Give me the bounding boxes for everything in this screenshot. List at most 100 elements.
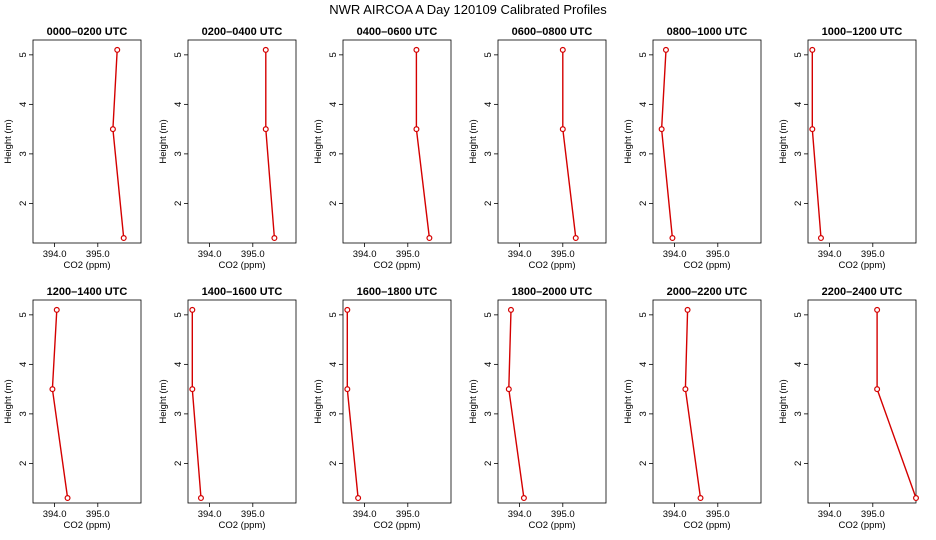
x-tick-label: 395.0 [396, 249, 420, 260]
plot-frame [342, 39, 452, 244]
y-tick-label: 5 [638, 52, 649, 57]
y-tick-label: 3 [638, 151, 649, 156]
x-tick-label: 395.0 [551, 249, 575, 260]
panel-title: 1600–1800 UTC [357, 286, 438, 298]
y-tick-label: 3 [483, 151, 494, 156]
x-axis-label: CO2 (ppm) [219, 260, 266, 271]
panel-title: 1400–1600 UTC [202, 286, 283, 298]
co2-profile-line [415, 49, 431, 239]
y-tick-label: 4 [18, 102, 29, 107]
data-point [197, 495, 204, 502]
data-point [505, 386, 512, 393]
x-axis-label: CO2 (ppm) [684, 520, 731, 531]
data-point [817, 235, 824, 242]
data-point [559, 126, 566, 133]
plot-frame [497, 299, 607, 504]
data-point [120, 235, 127, 242]
y-tick-label: 2 [638, 201, 649, 206]
y-tick-label: 5 [173, 312, 184, 317]
y-tick-label: 3 [638, 411, 649, 416]
y-tick-label: 2 [328, 201, 339, 206]
y-tick-label: 2 [483, 461, 494, 466]
x-axis-label: CO2 (ppm) [374, 260, 421, 271]
y-tick-label: 2 [328, 461, 339, 466]
y-tick-label: 2 [18, 201, 29, 206]
co2-profile-line [265, 49, 276, 239]
y-tick-label: 2 [483, 201, 494, 206]
plot-frame [652, 299, 762, 504]
x-axis-label: CO2 (ppm) [374, 520, 421, 531]
y-tick-label: 5 [173, 52, 184, 57]
y-axis-label: Height (m) [3, 119, 14, 163]
y-tick-label: 4 [793, 362, 804, 367]
plot-frame [807, 299, 917, 504]
y-tick-label: 5 [793, 52, 804, 57]
y-axis-label: Height (m) [778, 119, 789, 163]
x-tick-label: 395.0 [706, 249, 730, 260]
x-tick-label: 394.0 [43, 249, 67, 260]
y-tick-label: 2 [18, 461, 29, 466]
data-point [809, 126, 816, 133]
co2-profile-line [660, 49, 674, 239]
panel-title: 1000–1200 UTC [822, 26, 903, 38]
x-axis-label: CO2 (ppm) [219, 520, 266, 531]
y-tick-label: 4 [638, 362, 649, 367]
data-point [662, 46, 669, 53]
co2-profile-line [112, 49, 125, 239]
y-axis-label: Height (m) [778, 379, 789, 423]
x-tick-label: 395.0 [861, 249, 885, 260]
x-tick-label: 395.0 [86, 509, 110, 520]
data-point [809, 46, 816, 53]
panel-title: 1200–1400 UTC [47, 286, 128, 298]
data-point [109, 126, 116, 133]
co2-profile-line [562, 49, 577, 239]
data-point [669, 235, 676, 242]
co2-profile-line [876, 309, 917, 499]
figure-title: NWR AIRCOA A Day 120109 Calibrated Profi… [329, 2, 607, 17]
y-tick-label: 3 [173, 151, 184, 156]
y-axis-label: Height (m) [468, 379, 479, 423]
co2-profile-line [191, 309, 202, 499]
panel-title: 2200–2400 UTC [822, 286, 903, 298]
panel-title: 0400–0600 UTC [357, 26, 438, 38]
y-tick-label: 5 [638, 312, 649, 317]
y-axis-label: Height (m) [623, 379, 634, 423]
y-tick-label: 3 [328, 151, 339, 156]
data-point [355, 495, 362, 502]
y-tick-label: 5 [483, 312, 494, 317]
data-point [271, 235, 278, 242]
y-tick-label: 5 [483, 52, 494, 57]
y-tick-label: 5 [793, 312, 804, 317]
x-tick-label: 395.0 [86, 249, 110, 260]
data-point [413, 126, 420, 133]
x-axis-label: CO2 (ppm) [529, 520, 576, 531]
panel-title: 0200–0400 UTC [202, 26, 283, 38]
x-tick-label: 395.0 [706, 509, 730, 520]
x-tick-label: 394.0 [818, 509, 842, 520]
plot-frame [807, 39, 917, 244]
data-point [344, 386, 351, 393]
y-tick-label: 4 [793, 102, 804, 107]
y-tick-label: 5 [18, 312, 29, 317]
data-point [912, 495, 919, 502]
plot-frame [32, 299, 142, 504]
y-axis-label: Height (m) [468, 119, 479, 163]
data-point [426, 235, 433, 242]
x-tick-label: 395.0 [551, 509, 575, 520]
y-axis-label: Height (m) [623, 119, 634, 163]
data-point [262, 126, 269, 133]
x-axis-label: CO2 (ppm) [529, 260, 576, 271]
x-axis-label: CO2 (ppm) [839, 260, 886, 271]
data-point [682, 386, 689, 393]
data-point [559, 46, 566, 53]
y-axis-label: Height (m) [313, 379, 324, 423]
x-tick-label: 394.0 [508, 509, 532, 520]
